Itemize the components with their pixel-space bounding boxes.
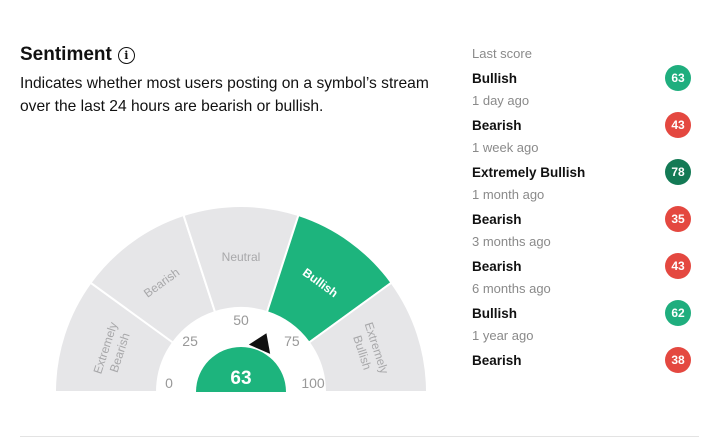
history-label: Bearish	[472, 117, 522, 133]
history-period: 1 year ago	[472, 328, 534, 343]
sentiment-gauge: ExtremelyBearishBearishNeutralBullishExt…	[53, 205, 429, 393]
history-row: Bullish 63	[472, 65, 697, 91]
history-score-badge: 78	[665, 159, 691, 185]
history-row: Bullish 62	[472, 300, 697, 326]
history-label: Bullish	[472, 305, 518, 321]
history-label: Extremely Bullish	[472, 164, 586, 180]
history-row: Extremely Bullish 78	[472, 159, 697, 185]
gauge-value: 63	[230, 368, 251, 389]
history-score-badge: 62	[665, 300, 691, 326]
description: Indicates whether most users posting on …	[20, 75, 429, 115]
history-row: Bearish 43	[472, 253, 697, 279]
history-period: Last score	[472, 46, 532, 61]
history-row: Bearish 35	[472, 206, 697, 232]
history-score-badge: 63	[665, 65, 691, 91]
history-label: Bullish	[472, 70, 518, 86]
history-label: Bearish	[472, 352, 522, 368]
gauge-segment-extremely-bullish	[307, 281, 429, 393]
gauge-value-badge	[196, 347, 286, 392]
gauge-tick-label: 25	[182, 333, 198, 349]
title-text: Sentiment	[20, 44, 112, 65]
history-label: Bearish	[472, 211, 522, 227]
history-score-badge: 43	[665, 112, 691, 138]
gauge-tick-label: 75	[284, 333, 300, 349]
history-score-badge: 35	[665, 206, 691, 232]
history-score-badge: 38	[665, 347, 691, 373]
sentiment-history: Last score Bullish 63 1 day ago Bearish 43 1 w…	[472, 44, 697, 373]
history-period: 1 month ago	[472, 187, 545, 202]
gauge-segment-label: Neutral	[222, 250, 261, 264]
history-period: 3 months ago	[472, 234, 551, 249]
gauge-needle	[248, 333, 271, 354]
info-icon[interactable]: i	[117, 46, 135, 64]
history-score-badge: 43	[665, 253, 691, 279]
history-row: Bearish 43	[472, 112, 697, 138]
history-label: Bearish	[472, 258, 522, 274]
history-period: 1 week ago	[472, 140, 539, 155]
gauge-tick-label: 100	[301, 375, 325, 391]
history-period: 1 day ago	[472, 93, 530, 108]
sentiment-title: Sentiment i	[20, 44, 135, 66]
gauge-tick-label: 50	[233, 312, 249, 328]
history-row: Bearish 38	[472, 347, 697, 373]
divider	[20, 436, 699, 437]
gauge-tick-label: 0	[165, 375, 173, 391]
history-period: 6 months ago	[472, 281, 551, 296]
